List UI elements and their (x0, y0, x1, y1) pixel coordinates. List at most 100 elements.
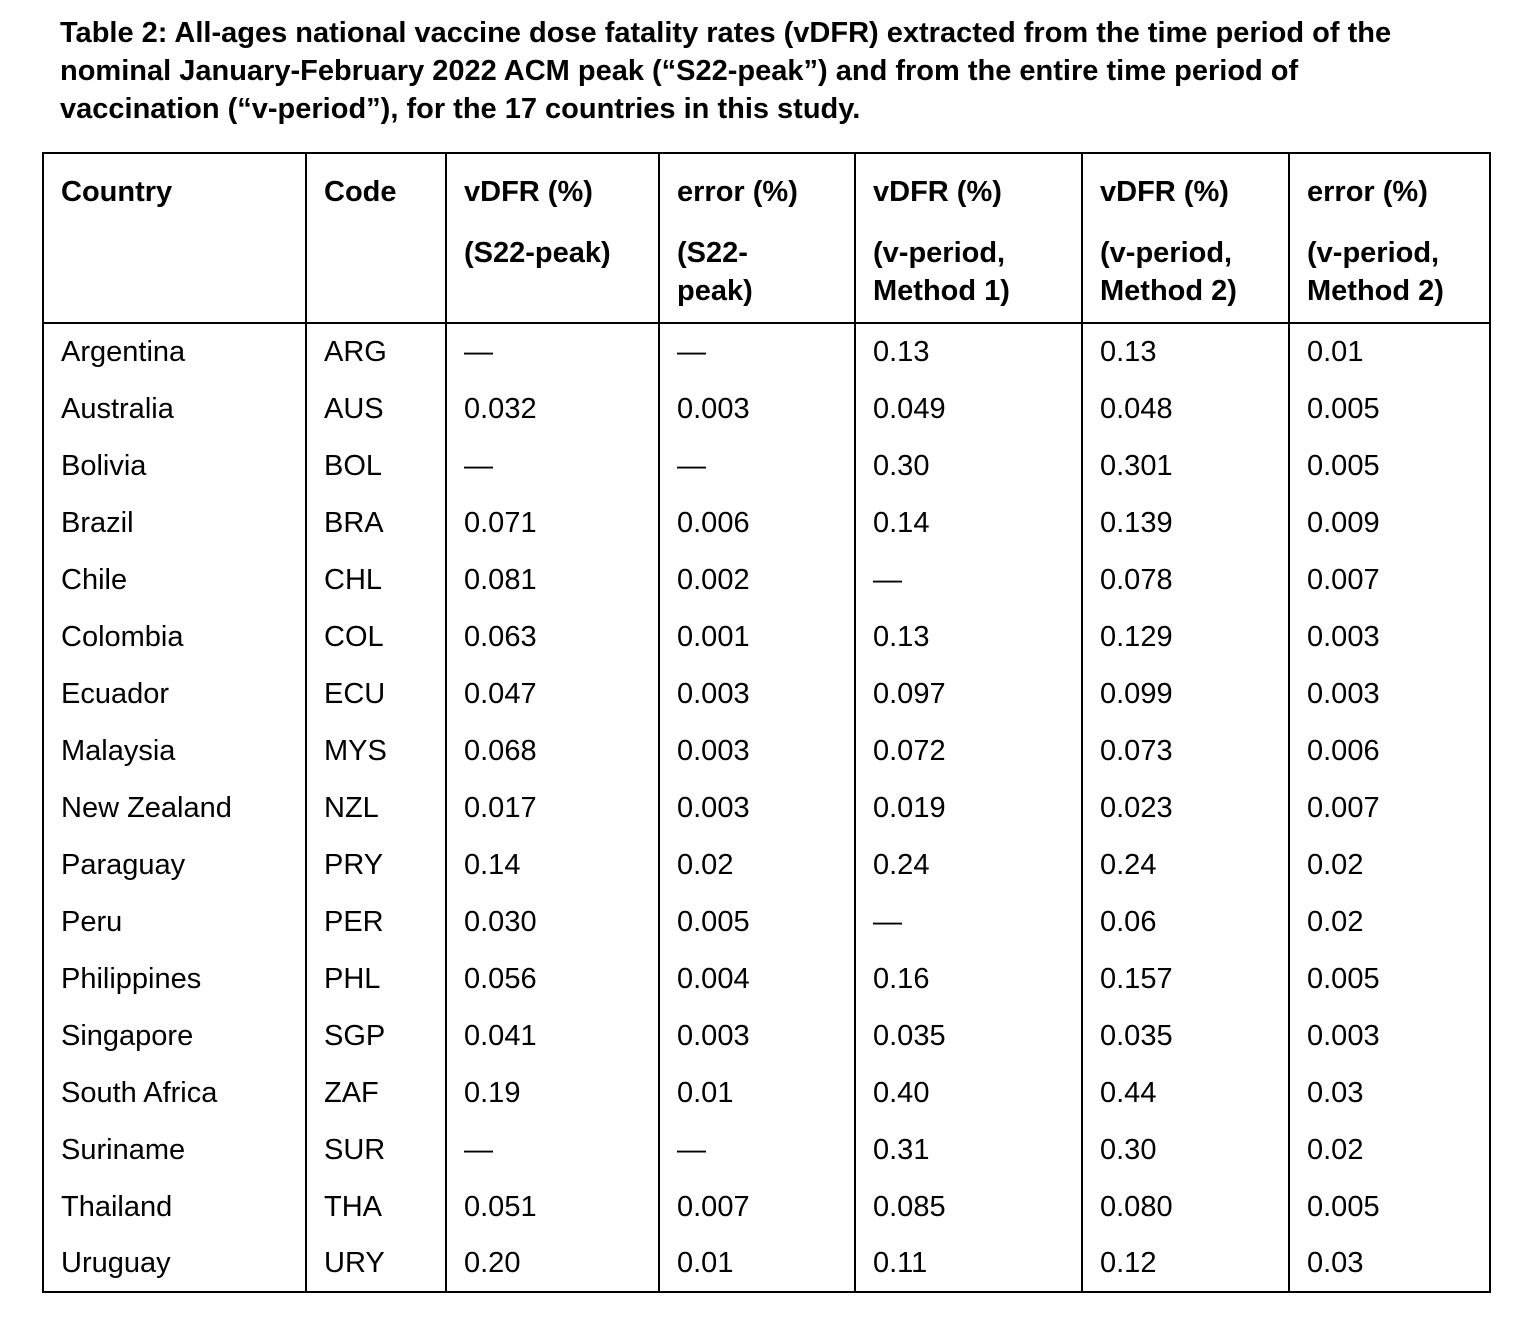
code-cell: AUS (305, 380, 447, 437)
vdfr-table: Country Code vDFR (%) (S22-peak) error (… (42, 152, 1491, 1293)
error-vperiod-method2-cell: 0.03 (1288, 1235, 1491, 1293)
vdfr-vperiod-method1-cell: 0.072 (854, 722, 1083, 779)
error-vperiod-method2-cell: 0.005 (1288, 380, 1491, 437)
code-cell: ARG (305, 323, 447, 380)
vdfr-vperiod-method1-cell: 0.31 (854, 1121, 1083, 1178)
column-header-label: vDFR (%) (1100, 176, 1229, 208)
vdfr-vperiod-method2-cell: 0.139 (1081, 494, 1290, 551)
vdfr-s22-peak-cell: 0.14 (445, 836, 660, 893)
error-vperiod-method2-cell: 0.03 (1288, 1064, 1491, 1121)
vdfr-vperiod-method1-cell: 0.097 (854, 665, 1083, 722)
error-s22-peak-cell: 0.003 (658, 1007, 856, 1064)
column-header-label: error (%) (1307, 176, 1428, 208)
column-header-vdfr-s22-peak: vDFR (%) (S22-peak) (445, 152, 660, 324)
country-cell: Australia (42, 380, 307, 437)
column-header-vdfr-vperiod-method2: vDFR (%) (v-period, Method 2) (1081, 152, 1290, 324)
vdfr-s22-peak-cell: 0.068 (445, 722, 660, 779)
table-row: Singapore SGP 0.041 0.003 0.035 0.035 0.003 (42, 1007, 1491, 1064)
country-cell: South Africa (42, 1064, 307, 1121)
column-header-error-vperiod-method2: error (%) (v-period, Method 2) (1288, 152, 1491, 324)
code-cell: SGP (305, 1007, 447, 1064)
vdfr-vperiod-method1-cell: 0.14 (854, 494, 1083, 551)
country-cell: Uruguay (42, 1235, 307, 1293)
country-cell: Brazil (42, 494, 307, 551)
column-header-label: Code (324, 176, 397, 208)
code-cell: BRA (305, 494, 447, 551)
column-header-vdfr-vperiod-method1: vDFR (%) (v-period, Method 1) (854, 152, 1083, 324)
column-header-label: Country (61, 176, 173, 208)
code-cell: SUR (305, 1121, 447, 1178)
error-vperiod-method2-cell: 0.005 (1288, 950, 1491, 1007)
error-vperiod-method2-cell: 0.02 (1288, 1121, 1491, 1178)
vdfr-s22-peak-cell: 0.20 (445, 1235, 660, 1293)
error-s22-peak-cell: 0.01 (658, 1235, 856, 1293)
error-vperiod-method2-cell: 0.006 (1288, 722, 1491, 779)
vdfr-vperiod-method2-cell: 0.023 (1081, 779, 1290, 836)
vdfr-vperiod-method1-cell: 0.40 (854, 1064, 1083, 1121)
vdfr-vperiod-method2-cell: 0.080 (1081, 1178, 1290, 1235)
country-cell: New Zealand (42, 779, 307, 836)
column-header-label: vDFR (%) (873, 176, 1002, 208)
country-cell: Thailand (42, 1178, 307, 1235)
vdfr-s22-peak-cell: — (445, 1121, 660, 1178)
table-row: Bolivia BOL — —0.30 0.301 0.005 (42, 437, 1491, 494)
column-header-sublabel: (v-period, Method 1) (873, 237, 1010, 307)
vdfr-vperiod-method1-cell: 0.13 (854, 608, 1083, 665)
vdfr-vperiod-method1-cell: 0.035 (854, 1007, 1083, 1064)
vdfr-vperiod-method1-cell: — (854, 893, 1083, 950)
vdfr-vperiod-method2-cell: 0.157 (1081, 950, 1290, 1007)
table-row: Thailand THA 0.051 0.007 0.085 0.080 0.005 (42, 1178, 1491, 1235)
error-vperiod-method2-cell: 0.003 (1288, 665, 1491, 722)
code-cell: THA (305, 1178, 447, 1235)
column-header-label: vDFR (%) (464, 176, 593, 208)
error-s22-peak-cell: — (658, 323, 856, 380)
vdfr-vperiod-method2-cell: 0.12 (1081, 1235, 1290, 1293)
table-row: Brazil BRA 0.071 0.006 0.14 0.139 0.009 (42, 494, 1491, 551)
vdfr-vperiod-method1-cell: 0.085 (854, 1178, 1083, 1235)
column-header-sublabel: (v-period, Method 2) (1100, 237, 1237, 307)
table-row: Colombia COL 0.063 0.001 0.13 0.129 0.003 (42, 608, 1491, 665)
error-s22-peak-cell: — (658, 437, 856, 494)
column-header-sublabel: (S22-peak) (464, 237, 611, 269)
code-cell: BOL (305, 437, 447, 494)
vdfr-vperiod-method1-cell: 0.16 (854, 950, 1083, 1007)
error-s22-peak-cell: 0.001 (658, 608, 856, 665)
country-cell: Chile (42, 551, 307, 608)
error-vperiod-method2-cell: 0.005 (1288, 1178, 1491, 1235)
table-row: Uruguay URY 0.20 0.01 0.11 0.12 0.03 (42, 1235, 1491, 1293)
vdfr-vperiod-method2-cell: 0.44 (1081, 1064, 1290, 1121)
vdfr-vperiod-method2-cell: 0.048 (1081, 380, 1290, 437)
code-cell: ECU (305, 665, 447, 722)
code-cell: ZAF (305, 1064, 447, 1121)
vdfr-vperiod-method2-cell: 0.30 (1081, 1121, 1290, 1178)
error-vperiod-method2-cell: 0.003 (1288, 1007, 1491, 1064)
country-cell: Malaysia (42, 722, 307, 779)
vdfr-vperiod-method2-cell: 0.06 (1081, 893, 1290, 950)
error-vperiod-method2-cell: 0.009 (1288, 494, 1491, 551)
table-row: Peru PER 0.030 0.005—0.06 0.02 (42, 893, 1491, 950)
table-row: Ecuador ECU 0.047 0.003 0.097 0.099 0.003 (42, 665, 1491, 722)
vdfr-s22-peak-cell: 0.19 (445, 1064, 660, 1121)
vdfr-s22-peak-cell: 0.030 (445, 893, 660, 950)
vdfr-vperiod-method2-cell: 0.078 (1081, 551, 1290, 608)
error-s22-peak-cell: 0.003 (658, 380, 856, 437)
column-header-error-s22-peak: error (%) (S22- peak) (658, 152, 856, 324)
error-vperiod-method2-cell: 0.007 (1288, 779, 1491, 836)
table-row: Philippines PHL 0.056 0.004 0.16 0.157 0.005 (42, 950, 1491, 1007)
error-s22-peak-cell: 0.01 (658, 1064, 856, 1121)
vdfr-s22-peak-cell: 0.047 (445, 665, 660, 722)
vdfr-vperiod-method1-cell: 0.24 (854, 836, 1083, 893)
code-cell: CHL (305, 551, 447, 608)
error-s22-peak-cell: 0.02 (658, 836, 856, 893)
vdfr-vperiod-method1-cell: 0.049 (854, 380, 1083, 437)
column-header-sublabel: (v-period, Method 2) (1307, 237, 1444, 307)
table-row: South Africa ZAF 0.19 0.01 0.40 0.44 0.03 (42, 1064, 1491, 1121)
error-s22-peak-cell: 0.005 (658, 893, 856, 950)
country-cell: Paraguay (42, 836, 307, 893)
column-header-country: Country (42, 152, 307, 324)
error-vperiod-method2-cell: 0.02 (1288, 893, 1491, 950)
error-vperiod-method2-cell: 0.01 (1288, 323, 1491, 380)
table-row: Argentina ARG — —0.13 0.13 0.01 (42, 323, 1491, 380)
country-cell: Philippines (42, 950, 307, 1007)
